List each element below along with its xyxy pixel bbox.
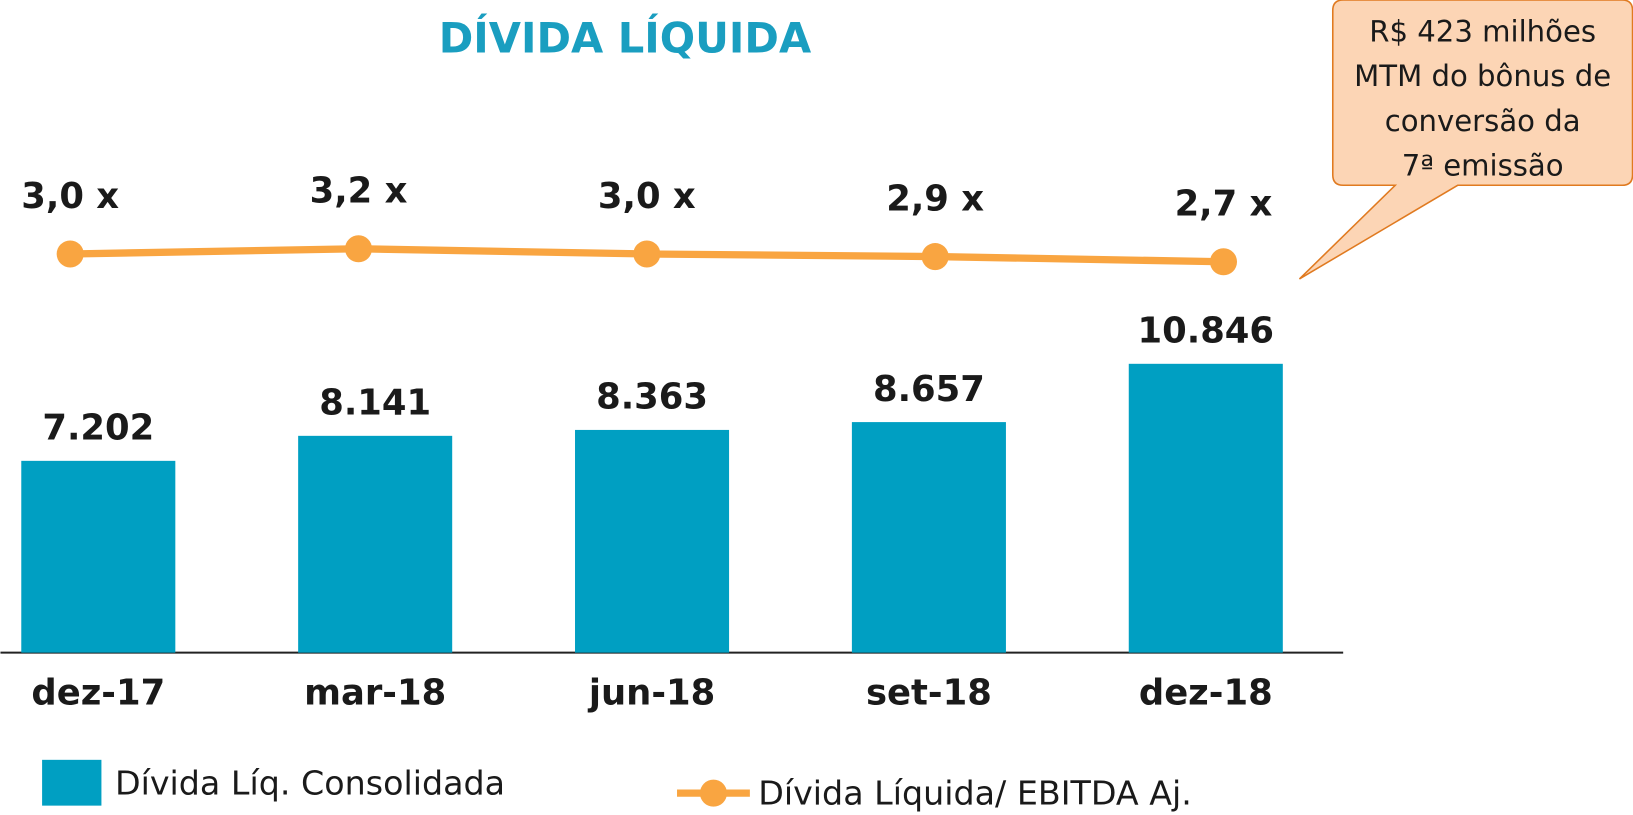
x-tick-label: dez-18 — [1139, 672, 1273, 713]
bar — [575, 429, 730, 653]
bar — [21, 460, 176, 653]
bar — [298, 435, 453, 653]
line-marker — [56, 240, 84, 268]
x-tick-label: dez-17 — [31, 672, 165, 713]
line-marker — [1209, 248, 1238, 276]
value-label: 3,2 x — [310, 171, 408, 212]
value-label: 8.141 — [319, 383, 431, 424]
chart-title: DÍVIDA LÍQUIDA — [439, 14, 812, 63]
value-label: 8.657 — [873, 369, 985, 410]
legend-swatch — [42, 759, 102, 806]
value-label: 2,9 x — [886, 178, 984, 219]
annotation-line: conversão da — [1385, 104, 1581, 138]
line-marker — [921, 243, 949, 271]
bar — [1128, 363, 1283, 653]
legend-label: Dívida Líq. Consolidada — [115, 763, 505, 802]
x-tick-label: set-18 — [866, 672, 992, 713]
line-marker — [633, 240, 661, 268]
value-label: 2,7 x — [1175, 184, 1273, 225]
annotation-line: MTM do bônus de — [1354, 59, 1611, 93]
annotation-line: R$ 423 milhões — [1369, 14, 1596, 48]
value-label: 3,0 x — [598, 176, 696, 217]
legend-marker — [699, 779, 727, 807]
bar — [851, 422, 1006, 653]
line-marker — [344, 235, 373, 263]
x-tick-label: jun-18 — [587, 672, 715, 713]
value-label: 10.846 — [1138, 311, 1275, 352]
value-label: 3,0 x — [21, 176, 119, 217]
value-label: 7.202 — [42, 408, 154, 449]
callout — [1298, 0, 1633, 280]
legend-label: Dívida Líquida/ EBITDA Aj. — [758, 774, 1192, 813]
value-label: 8.363 — [596, 377, 708, 418]
x-tick-label: mar-18 — [304, 672, 446, 713]
annotation-line: 7ª emissão — [1402, 149, 1564, 183]
